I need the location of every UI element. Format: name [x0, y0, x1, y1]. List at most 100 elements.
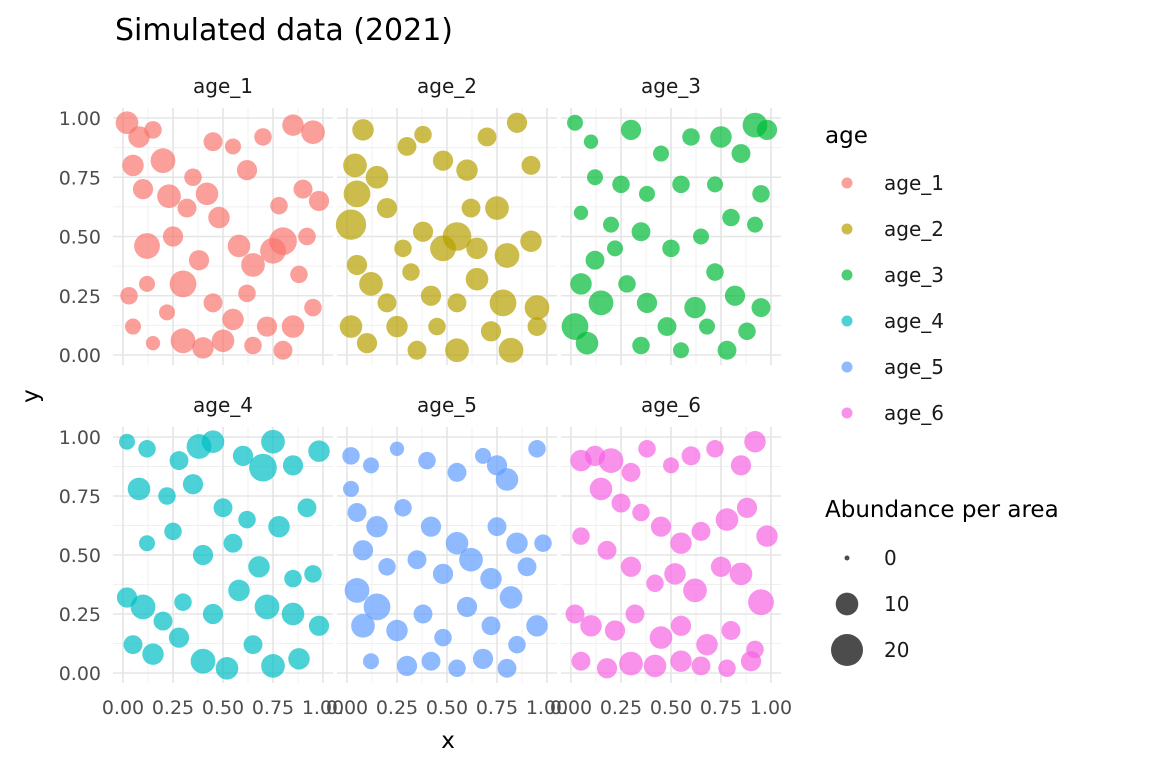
data-point	[290, 265, 308, 284]
data-point	[281, 602, 305, 626]
data-point	[365, 165, 389, 189]
x-tick-label: 0.25	[152, 697, 194, 719]
data-point	[756, 119, 778, 140]
data-point	[621, 462, 641, 482]
data-point	[620, 119, 642, 140]
data-point	[607, 240, 623, 257]
data-point	[202, 603, 224, 625]
data-point	[335, 209, 367, 240]
data-point	[683, 578, 707, 603]
data-point	[308, 190, 330, 212]
legend-size-key	[831, 634, 863, 666]
data-point	[653, 145, 669, 162]
x-tick-label: 0.00	[102, 697, 144, 719]
data-point	[128, 126, 150, 148]
data-point	[508, 635, 526, 654]
data-point	[751, 298, 771, 318]
data-point	[297, 498, 317, 518]
facet-strip-label: age_1	[193, 74, 253, 98]
data-point	[448, 659, 466, 678]
data-point	[583, 134, 599, 149]
data-point	[130, 594, 156, 620]
data-point	[254, 594, 280, 620]
data-point	[225, 138, 241, 155]
data-point	[638, 440, 656, 458]
data-point	[308, 440, 330, 462]
legend-age-label: age_3	[884, 263, 944, 287]
data-point	[164, 522, 182, 541]
x-tick-label: 0.75	[252, 697, 294, 719]
data-point	[434, 628, 452, 647]
data-point	[120, 286, 138, 305]
x-tick-label: 0.50	[202, 697, 244, 719]
y-tick-label: 1.00	[59, 427, 101, 449]
data-point	[203, 293, 223, 313]
data-point	[288, 648, 310, 670]
data-point	[570, 273, 592, 295]
data-point	[201, 430, 225, 454]
y-axis-title: y	[18, 389, 44, 403]
legend-age-label: age_5	[884, 355, 944, 379]
data-point	[585, 250, 605, 270]
legend-age-key	[841, 223, 853, 235]
data-point	[625, 604, 645, 624]
data-point	[432, 150, 454, 171]
data-point	[477, 127, 497, 147]
data-point	[256, 316, 278, 337]
data-point	[596, 658, 618, 679]
data-point	[636, 292, 658, 313]
data-point	[282, 455, 304, 476]
data-point	[249, 453, 277, 482]
x-tick-label: 1.00	[302, 697, 344, 719]
data-point	[480, 321, 502, 342]
data-point	[534, 534, 552, 552]
data-point	[402, 263, 420, 281]
data-point	[724, 285, 746, 306]
data-point	[650, 516, 672, 537]
data-point	[524, 295, 550, 320]
data-point	[344, 578, 370, 603]
data-point	[718, 659, 736, 678]
data-point	[293, 179, 313, 199]
data-point	[588, 290, 614, 316]
y-tick-label: 0.75	[59, 486, 101, 508]
data-point	[485, 196, 509, 220]
y-tick-label: 0.50	[59, 227, 101, 249]
x-tick-label: 0.00	[550, 697, 592, 719]
data-point	[363, 593, 391, 621]
data-point	[394, 499, 412, 517]
data-point	[432, 563, 454, 584]
data-point	[222, 308, 244, 331]
data-point	[475, 447, 491, 464]
legend-age-label: age_2	[884, 217, 944, 241]
facet-panel-2: age_2	[335, 74, 557, 365]
x-tick-label: 0.75	[700, 697, 742, 719]
x-tick-label: 0.50	[426, 697, 468, 719]
data-point	[738, 322, 756, 341]
data-point	[268, 515, 290, 538]
data-point	[223, 533, 243, 553]
data-point	[499, 586, 523, 609]
data-point	[144, 121, 162, 139]
data-point	[243, 635, 263, 655]
data-point	[119, 433, 135, 450]
data-point	[123, 635, 143, 655]
data-point	[748, 589, 774, 616]
data-point	[228, 579, 250, 602]
data-point	[378, 558, 396, 576]
data-point	[145, 335, 161, 351]
data-point	[657, 317, 677, 337]
data-point	[670, 532, 692, 554]
data-point	[603, 216, 619, 233]
data-point	[597, 540, 617, 560]
data-point	[598, 448, 624, 473]
data-point	[673, 342, 689, 359]
legend-age-key	[841, 407, 853, 419]
data-point	[213, 498, 233, 518]
data-point	[134, 233, 160, 259]
data-point	[619, 651, 643, 676]
data-point	[122, 154, 144, 177]
data-point	[394, 239, 412, 258]
data-point	[620, 556, 642, 577]
data-point	[632, 503, 650, 522]
